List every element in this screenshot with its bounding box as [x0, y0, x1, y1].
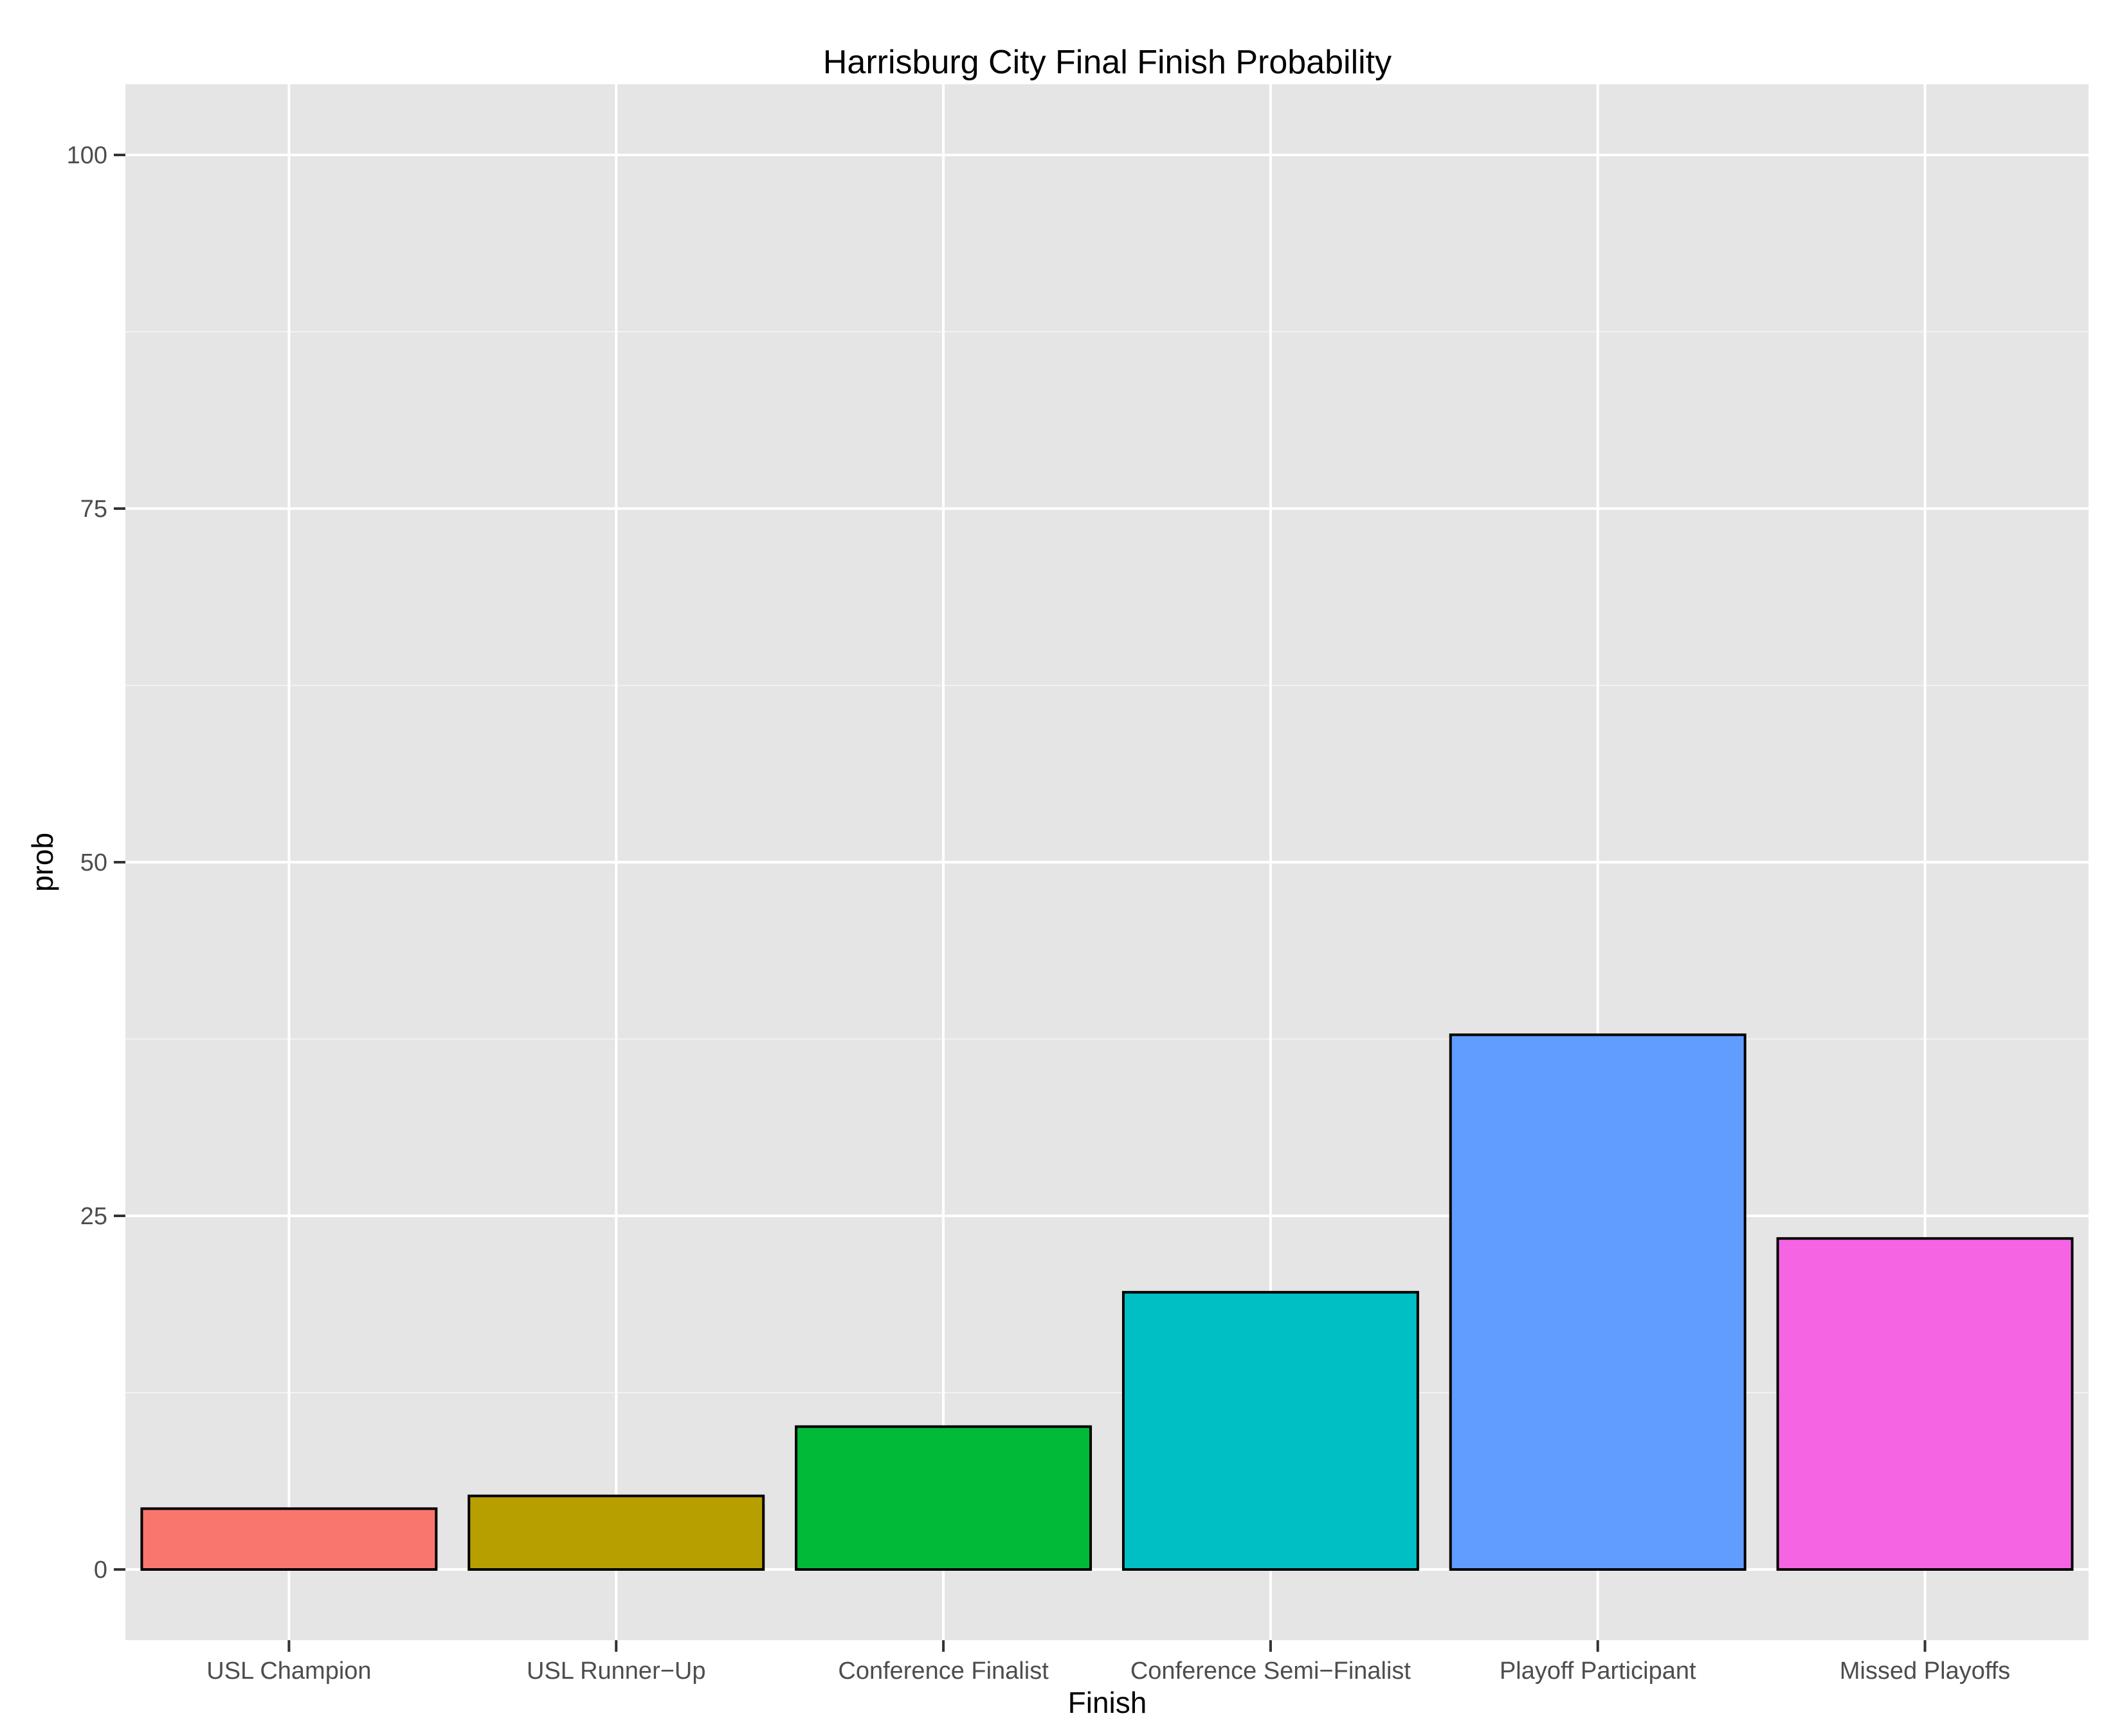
x-axis-title: Finish: [1068, 1686, 1147, 1719]
bars: [140, 1033, 2074, 1571]
bar-playoff-participant: [1449, 1033, 1746, 1571]
bar-usl-runner-up: [467, 1494, 765, 1571]
bar-missed-playoffs: [1776, 1237, 2074, 1571]
bar-conference-finalist: [795, 1425, 1093, 1571]
grid-lines: [125, 84, 2089, 1640]
x-tick-label: Conference Finalist: [838, 1658, 1049, 1685]
x-tick-label: USL Runner−Up: [527, 1658, 705, 1685]
y-tick-label: 50: [80, 849, 107, 876]
bar-conference-semi-finalist: [1121, 1290, 1419, 1571]
x-tick-label: Playoff Participant: [1500, 1658, 1696, 1685]
y-axis: 0 25 50 75 100: [67, 142, 125, 1584]
x-tick-label: Missed Playoffs: [1840, 1658, 2010, 1685]
y-tick-label: 75: [80, 496, 107, 523]
y-axis-title: prob: [26, 833, 59, 892]
x-tick-label: Conference Semi−Finalist: [1130, 1658, 1411, 1685]
y-tick-label: 0: [94, 1557, 107, 1584]
y-tick-label: 25: [80, 1203, 107, 1230]
chart-title: Harrisburg City Final Finish Probability: [823, 44, 1392, 81]
bar-usl-champion: [140, 1507, 438, 1571]
x-tick-label: USL Champion: [206, 1658, 371, 1685]
x-axis: USL Champion USL Runner−Up Conference Fina…: [206, 1640, 2010, 1685]
y-tick-label: 100: [67, 142, 107, 169]
